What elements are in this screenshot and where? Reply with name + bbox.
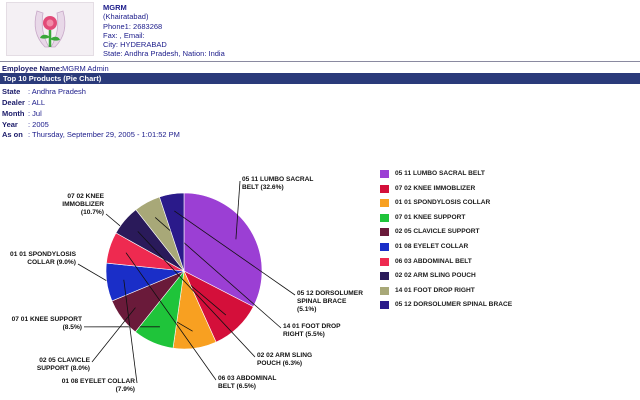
pie-leader-line xyxy=(235,180,241,240)
meta-value: : 2005 xyxy=(28,120,49,129)
legend-swatch xyxy=(380,257,389,266)
pie-slice-label: 07 02 KNEE IMMOBLIZER (10.7%) xyxy=(62,193,104,216)
meta-value: : Thursday, September 29, 2005 - 1:01:52… xyxy=(28,130,180,139)
org-info: MGRM (Khairatabad) Phone1: 2683268 Fax: … xyxy=(103,3,225,59)
pie-slice-label: 05 12 DORSOLUMER SPINAL BRACE (5.1%) xyxy=(297,290,363,313)
org-area: (Khairatabad) xyxy=(103,12,149,22)
org-header: MGRM (Khairatabad) Phone1: 2683268 Fax: … xyxy=(0,0,640,60)
pie-slice xyxy=(183,192,263,308)
org-state-nation: State: Andhra Pradesh, Nation: India xyxy=(103,49,225,59)
org-phone: Phone1: 2683268 xyxy=(103,21,163,31)
report-title-bar: Top 10 Products (Pie Chart) xyxy=(0,73,640,84)
pie-leader-line xyxy=(174,210,296,296)
legend-swatch xyxy=(380,213,389,222)
org-name: MGRM xyxy=(103,3,127,12)
legend-swatch xyxy=(380,199,389,208)
pie-slice-label: 07 01 KNEE SUPPORT (8.5%) xyxy=(12,316,82,331)
pie-slice-label: 05 11 LUMBO SACRAL BELT (32.6%) xyxy=(242,176,313,191)
legend-swatch xyxy=(380,272,389,281)
employee-label: Employee Name: xyxy=(2,64,63,73)
org-fax-email: Fax: , Email: xyxy=(103,30,145,40)
pie-slice-label: 01 01 SPONDYLOSIS COLLAR (9.0%) xyxy=(10,251,77,266)
legend-label: 07 02 KNEE IMMOBLIZER xyxy=(395,184,476,192)
legend-label: 02 02 ARM SLING POUCH xyxy=(395,272,476,280)
pie-slice-label: 02 02 ARM SLING POUCH (6.3%) xyxy=(257,352,312,367)
employee-bar: Employee Name: MGRM Admin xyxy=(0,61,640,74)
meta-key: Year xyxy=(2,120,18,129)
pie-slice-label: 02 05 CLAVICLE SUPPORT (8.0%) xyxy=(37,357,91,372)
legend-label: 02 05 CLAVICLE SUPPORT xyxy=(395,228,480,236)
legend-swatch xyxy=(380,170,389,178)
legend-label: 01 08 EYELET COLLAR xyxy=(395,243,469,250)
pie-leader-line xyxy=(125,252,217,381)
pie-leader-line xyxy=(137,231,256,358)
legend-label: 06 03 ABDOMINAL BELT xyxy=(395,257,472,265)
legend-label: 01 01 SPONDYLOSIS COLLAR xyxy=(395,199,491,207)
pie-slice-label: 06 03 ABDOMINAL BELT (6.5%) xyxy=(218,375,276,390)
legend-swatch xyxy=(380,184,389,193)
hands-logo-icon xyxy=(34,10,66,48)
meta-value: : Andhra Pradesh xyxy=(28,87,86,96)
legend-swatch xyxy=(380,286,389,295)
legend-swatch xyxy=(380,301,389,310)
employee-name: MGRM Admin xyxy=(62,64,109,73)
meta-key: State xyxy=(2,87,21,96)
meta-value: : Jul xyxy=(28,109,42,118)
meta-value: : ALL xyxy=(28,98,46,107)
legend-label: 07 01 KNEE SUPPORT xyxy=(395,213,466,221)
meta-key: Month xyxy=(2,109,25,118)
pie-leader-line xyxy=(123,279,138,384)
org-city: City: HYDERABAD xyxy=(103,40,167,50)
legend-label: 14 01 FOOT DROP RIGHT xyxy=(395,286,475,294)
report-title: Top 10 Products (Pie Chart) xyxy=(3,74,102,83)
legend-swatch xyxy=(380,243,389,251)
pie-leader-line xyxy=(91,307,136,363)
legend-label: 05 12 DORSOLUMER SPINAL BRACE xyxy=(395,301,513,309)
pie-chart: 05 11 LUMBO SACRAL BELT (32.6%) 07 02 KNEE… xyxy=(10,176,363,393)
legend-label: 05 11 LUMBO SACRAL BELT xyxy=(395,170,485,177)
pie-slice-label: 01 08 EYELET COLLAR (7.9%) xyxy=(62,378,136,393)
org-logo xyxy=(6,2,94,56)
meta-key: Dealer xyxy=(2,98,25,107)
pie-slice-label: 14 01 FOOT DROP RIGHT (5.5%) xyxy=(283,323,341,338)
legend-swatch xyxy=(380,228,389,237)
pie-slice xyxy=(159,192,185,272)
meta-key: As on xyxy=(2,130,23,139)
